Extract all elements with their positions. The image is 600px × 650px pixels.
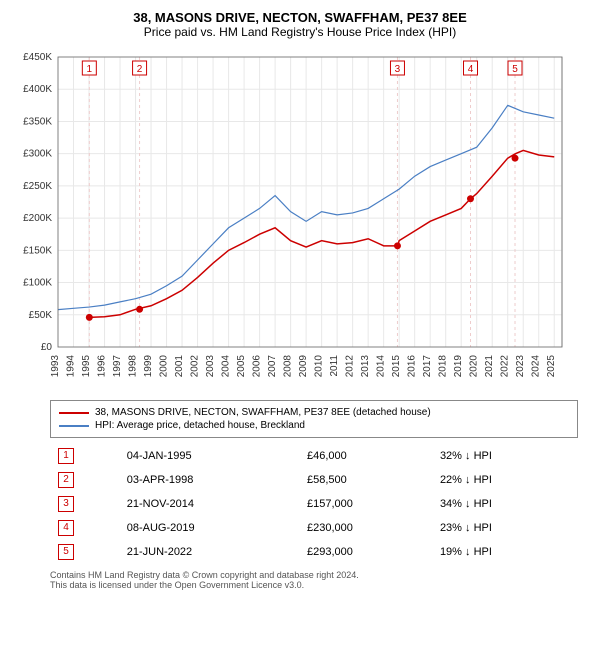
svg-text:2015: 2015 [391,355,402,378]
footer-line: This data is licensed under the Open Gov… [50,580,578,590]
svg-text:2005: 2005 [236,355,247,378]
legend-swatch [59,425,89,427]
svg-text:1998: 1998 [128,355,139,378]
footer-line: Contains HM Land Registry data © Crown c… [50,570,578,580]
transaction-price: £157,000 [299,492,432,516]
transaction-date: 08-AUG-2019 [119,516,299,540]
legend: 38, MASONS DRIVE, NECTON, SWAFFHAM, PE37… [50,400,578,438]
svg-text:£150K: £150K [23,245,52,256]
svg-text:2009: 2009 [298,355,309,378]
svg-text:1994: 1994 [66,355,77,378]
svg-text:5: 5 [512,64,518,75]
svg-text:£450K: £450K [23,52,52,63]
transaction-price: £46,000 [299,444,432,468]
table-row: 1 04-JAN-1995£46,00032% ↓ HPI [50,444,578,468]
svg-text:£350K: £350K [23,116,52,127]
transaction-date: 04-JAN-1995 [119,444,299,468]
svg-text:2013: 2013 [360,355,371,378]
table-row: 4 08-AUG-2019£230,00023% ↓ HPI [50,516,578,540]
legend-row: HPI: Average price, detached house, Brec… [59,420,569,431]
transaction-delta: 19% ↓ HPI [432,540,578,564]
svg-text:£300K: £300K [23,149,52,160]
transaction-marker: 2 [58,472,74,488]
svg-text:2021: 2021 [484,355,495,378]
svg-text:2020: 2020 [469,355,480,378]
svg-text:1996: 1996 [97,355,108,378]
svg-text:2006: 2006 [252,355,263,378]
svg-text:2007: 2007 [267,355,278,378]
svg-text:2017: 2017 [422,355,433,378]
transaction-marker: 4 [58,520,74,536]
transaction-delta: 23% ↓ HPI [432,516,578,540]
svg-text:2008: 2008 [283,355,294,378]
transaction-delta: 34% ↓ HPI [432,492,578,516]
svg-text:2004: 2004 [221,355,232,378]
svg-text:2014: 2014 [376,355,387,378]
svg-text:£250K: £250K [23,181,52,192]
svg-text:1995: 1995 [81,355,92,378]
transaction-date: 03-APR-1998 [119,468,299,492]
legend-label: HPI: Average price, detached house, Brec… [95,420,305,431]
transaction-date: 21-JUN-2022 [119,540,299,564]
transaction-delta: 22% ↓ HPI [432,468,578,492]
svg-text:2: 2 [137,64,143,75]
transaction-marker: 5 [58,544,74,560]
chart-title: 38, MASONS DRIVE, NECTON, SWAFFHAM, PE37… [10,10,590,25]
svg-text:2011: 2011 [329,355,340,377]
svg-text:2012: 2012 [345,355,356,378]
chart-area: £0 £50K £100K £150K £200K £250K £300K £350K £400… [10,47,590,392]
svg-text:1: 1 [87,64,93,75]
svg-text:1993: 1993 [50,355,61,378]
transaction-date: 21-NOV-2014 [119,492,299,516]
transaction-price: £58,500 [299,468,432,492]
transaction-marker: 1 [58,448,74,464]
legend-swatch [59,412,89,414]
svg-text:2010: 2010 [314,355,325,378]
svg-text:2001: 2001 [174,355,185,378]
svg-text:£50K: £50K [29,310,53,321]
svg-text:2023: 2023 [515,355,526,378]
legend-row: 38, MASONS DRIVE, NECTON, SWAFFHAM, PE37… [59,407,569,418]
svg-text:1997: 1997 [112,355,123,378]
chart-subtitle: Price paid vs. HM Land Registry's House … [10,25,590,39]
legend-label: 38, MASONS DRIVE, NECTON, SWAFFHAM, PE37… [95,407,431,418]
svg-text:£200K: £200K [23,213,52,224]
svg-text:2024: 2024 [531,355,542,378]
line-chart: £0 £50K £100K £150K £200K £250K £300K £350K £400… [10,47,570,387]
svg-text:2025: 2025 [546,355,557,378]
svg-text:£0: £0 [41,342,53,353]
svg-text:£100K: £100K [23,278,52,289]
footer-attribution: Contains HM Land Registry data © Crown c… [50,570,578,590]
transaction-marker: 3 [58,496,74,512]
transactions-table: 1 04-JAN-1995£46,00032% ↓ HPI 2 03-APR-1998… [50,444,578,564]
transaction-price: £230,000 [299,516,432,540]
svg-text:1999: 1999 [143,355,154,378]
transaction-delta: 32% ↓ HPI [432,444,578,468]
svg-text:2016: 2016 [407,355,418,378]
svg-text:2022: 2022 [500,355,511,378]
svg-text:2019: 2019 [453,355,464,378]
table-row: 2 03-APR-1998£58,50022% ↓ HPI [50,468,578,492]
svg-text:2003: 2003 [205,355,216,378]
svg-text:3: 3 [395,64,401,75]
svg-text:2002: 2002 [190,355,201,378]
svg-text:£400K: £400K [23,84,52,95]
table-row: 3 21-NOV-2014£157,00034% ↓ HPI [50,492,578,516]
svg-text:4: 4 [468,64,474,75]
table-row: 5 21-JUN-2022£293,00019% ↓ HPI [50,540,578,564]
svg-text:2000: 2000 [159,355,170,378]
svg-text:2018: 2018 [438,355,449,378]
transaction-price: £293,000 [299,540,432,564]
